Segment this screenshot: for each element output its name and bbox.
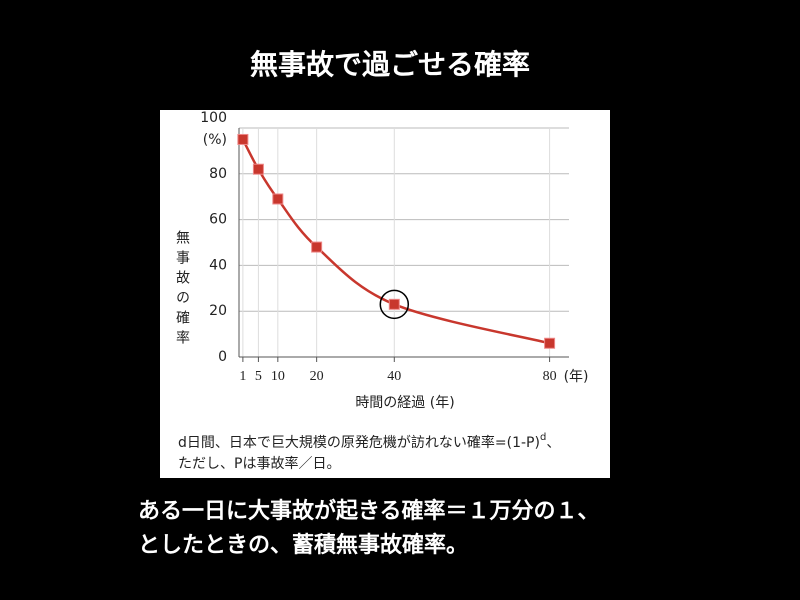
note-line2: ただし、Pは事故率／日。: [178, 455, 340, 472]
point-marker: [544, 337, 556, 349]
caption-line: ある一日に大事故が起きる確率＝１万分の１、: [138, 498, 600, 524]
x-unit: (年): [564, 369, 589, 385]
point-marker: [237, 133, 249, 145]
note-sup: d: [540, 432, 546, 443]
y-tick-label: 80: [209, 166, 227, 182]
x-tick-label: 80: [543, 369, 557, 384]
point-marker: [311, 241, 323, 253]
point-marker: [272, 193, 284, 205]
x-tick-label: 10: [271, 369, 285, 384]
x-tick-label: 5: [255, 369, 262, 384]
note-text: d日間、日本で巨大規模の原発危機が訪れない確率=(1-P): [178, 434, 540, 451]
note-end: 、: [546, 435, 560, 451]
note-line1: d日間、日本で巨大規模の原発危機が訪れない確率=(1-P)d、: [178, 432, 560, 451]
x-axis-label: 時間の経過 (年): [355, 395, 454, 411]
y-axis-label: 無事故の確率: [174, 230, 190, 350]
x-tick-label: 1: [239, 369, 246, 384]
point-marker: [388, 298, 400, 310]
slide-title: 無事故で過ごせる確率: [250, 48, 530, 81]
y-tick-label: 60: [209, 212, 227, 228]
y-tick-label: 100: [200, 110, 227, 126]
highlight-circle: [379, 289, 410, 320]
caption-line: としたときの、蓄積無事故確率。: [138, 532, 468, 558]
y-tick-label: 20: [209, 303, 227, 319]
y-tick-label: 40: [209, 257, 227, 273]
point-marker: [252, 163, 264, 175]
x-tick-label: 20: [310, 369, 324, 384]
y-unit: (%): [203, 132, 227, 148]
x-tick-label: 40: [387, 369, 401, 384]
y-tick-label: 0: [218, 349, 227, 365]
